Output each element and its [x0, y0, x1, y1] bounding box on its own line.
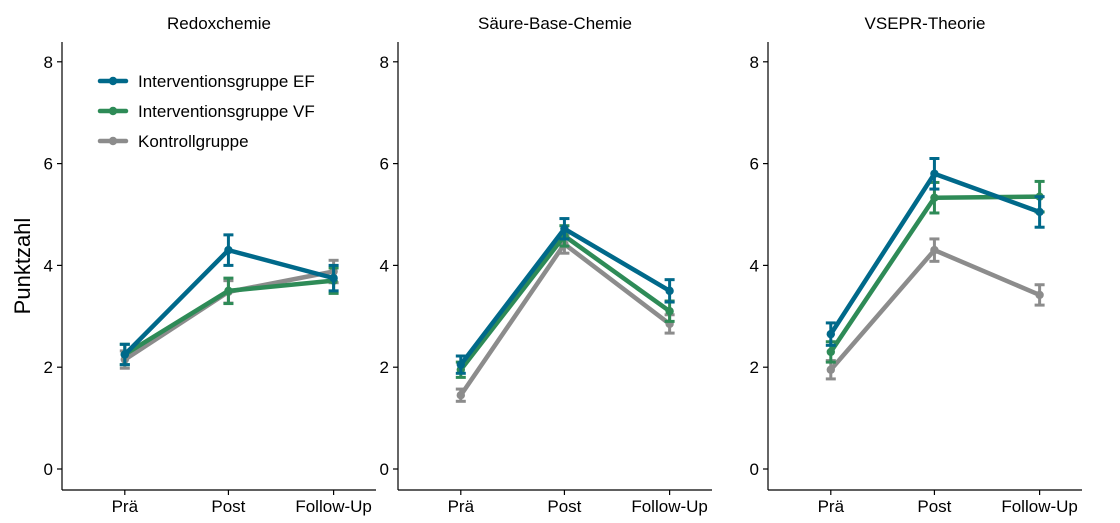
- y-axis-label: Punktzahl: [10, 218, 35, 315]
- x-tick-label: Follow-Up: [1001, 497, 1078, 516]
- legend-label: Interventionsgruppe EF: [138, 72, 315, 91]
- series-2: [119, 266, 339, 367]
- y-tick-label: 4: [750, 256, 759, 275]
- legend: Interventionsgruppe EF Interventionsgrupp…: [97, 72, 315, 151]
- data-point: [665, 286, 674, 296]
- y-tick-label: 2: [380, 358, 389, 377]
- data-point: [930, 245, 939, 255]
- y-tick-label: 2: [750, 358, 759, 377]
- facet-panel: Säure-Base-Chemie 0 2 4 6 8 Prä Post Follow-Up: [380, 14, 712, 516]
- series-line: [828, 194, 1042, 355]
- data-point: [224, 286, 233, 296]
- y-tick-label: 6: [380, 155, 389, 174]
- series-3: [119, 258, 339, 370]
- data-point: [826, 365, 835, 374]
- data-point: [930, 193, 939, 202]
- series-1: [825, 157, 1045, 347]
- legend-item: Kontrollgruppe: [97, 132, 249, 151]
- legend-label: Interventionsgruppe VF: [138, 102, 315, 121]
- y-tick-label: 0: [380, 460, 389, 479]
- legend-swatch-point: [108, 136, 118, 146]
- y-tick-label: 8: [380, 53, 389, 72]
- panel-title: VSEPR-Theorie: [865, 14, 986, 33]
- legend-label: Kontrollgruppe: [138, 132, 249, 151]
- x-tick-label: Follow-Up: [295, 497, 372, 516]
- facet-panel: VSEPR-Theorie 0 2 4 6 8 Prä Post Follow-Up: [750, 14, 1082, 516]
- data-point: [665, 307, 674, 316]
- data-point: [930, 169, 939, 178]
- y-tick-label: 4: [44, 256, 53, 275]
- y-tick-label: 8: [750, 53, 759, 72]
- legend-swatch-point: [108, 76, 118, 86]
- panel-title: Säure-Base-Chemie: [478, 14, 632, 33]
- y-tick-label: 4: [380, 256, 389, 275]
- legend-item: Interventionsgruppe VF: [97, 102, 315, 121]
- legend-item: Interventionsgruppe EF: [97, 72, 315, 91]
- y-tick-label: 2: [44, 358, 53, 377]
- data-point: [224, 245, 233, 255]
- series-line: [458, 241, 672, 398]
- x-tick-label: Prä: [112, 497, 139, 516]
- data-point: [560, 224, 569, 233]
- series-3: [825, 237, 1045, 381]
- y-tick-label: 0: [750, 460, 759, 479]
- y-tick-label: 6: [44, 155, 53, 174]
- y-tick-label: 8: [44, 53, 53, 72]
- x-tick-label: Post: [547, 497, 581, 516]
- series-3: [455, 233, 675, 403]
- x-tick-label: Prä: [818, 497, 845, 516]
- data-point: [1035, 290, 1044, 300]
- data-point: [826, 347, 835, 357]
- y-tick-label: 6: [750, 155, 759, 174]
- data-point: [120, 350, 129, 359]
- legend-swatch-point: [108, 106, 118, 116]
- data-point: [456, 390, 465, 400]
- series-1: [455, 217, 675, 375]
- x-tick-label: Prä: [448, 497, 475, 516]
- y-tick-label: 0: [44, 460, 53, 479]
- data-point: [1035, 207, 1044, 217]
- data-point: [329, 273, 338, 283]
- data-point: [456, 360, 465, 369]
- x-tick-label: Post: [211, 497, 245, 516]
- panel-title: Redoxchemie: [167, 14, 271, 33]
- data-point: [826, 329, 835, 339]
- series-line: [828, 247, 1042, 372]
- series-1: [119, 233, 339, 367]
- x-tick-label: Follow-Up: [631, 497, 708, 516]
- facet-panel: Redoxchemie 0 2 4 6 8 Prä Post Follow-Up: [44, 14, 376, 516]
- x-tick-label: Post: [917, 497, 951, 516]
